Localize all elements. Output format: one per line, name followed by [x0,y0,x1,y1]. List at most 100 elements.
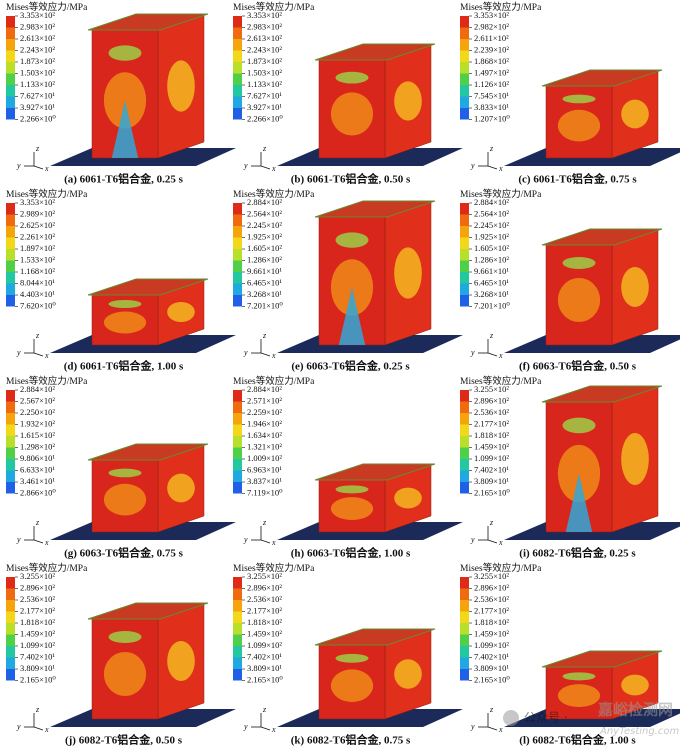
axis-label: z [35,518,40,527]
legend-label: 2.896×10² [20,582,55,592]
axis-label: z [35,705,40,714]
legend-label: 1.605×10² [474,243,509,253]
legend-label: 3.353×10² [474,10,509,20]
top-face [314,628,436,646]
legend-band [6,646,15,658]
legend-band [6,611,15,623]
caption: (b) 6061-T6铝合金, 0.50 s [291,172,411,186]
legend-band [233,436,242,448]
legend-band [233,16,242,28]
legend-title: Mises等效应力/MPa [460,375,542,387]
legend-label: 1.168×10² [20,266,55,276]
stress-patch [394,659,422,689]
legend-band [233,108,242,120]
stress-patch [103,311,147,334]
stress-patch [167,60,195,112]
stress-patch [557,278,601,322]
legend-label: 2.250×10² [20,407,55,417]
stress-patch [557,684,601,708]
legend-band [233,390,242,402]
legend-band [460,214,469,226]
axis-label: z [262,331,267,340]
legend-band [6,108,15,120]
legend-label: 2.982×10² [474,21,509,31]
stress-patch [335,232,369,248]
stress-patch [338,287,366,345]
legend-label: 1.503×10² [20,67,55,77]
legend-label: 2.613×10² [247,33,282,43]
legend-label: 2.564×10² [247,208,282,218]
legend-band [460,634,469,646]
axis-line [260,352,271,357]
legend-band [6,470,15,482]
legend-band [460,27,469,39]
legend-band [233,611,242,623]
axis-label: y [16,722,21,731]
legend-band [6,260,15,272]
caption: (e) 6063-T6铝合金, 0.25 s [291,359,410,373]
legend-label: 2.983×10² [20,21,55,31]
axis-label: x [498,538,503,547]
stress-patch [167,641,195,681]
axis-label: x [271,164,276,173]
axis-label: x [271,725,276,734]
wechat-icon [503,710,519,726]
axis-label: x [498,725,503,734]
legend-label: 1.459×10² [20,628,55,638]
legend-band [233,203,242,215]
legend-band [6,413,15,425]
legend-title: Mises等效应力/MPa [233,1,315,13]
legend-label: 7.402×10¹ [247,651,282,661]
legend-band [233,214,242,226]
legend-band [460,669,469,681]
legend-band [233,600,242,612]
stress-patch [335,71,369,84]
axis-label: y [16,535,21,544]
legend-band [460,249,469,261]
legend-band [460,436,469,448]
legend-label: 2.989×10² [20,208,55,218]
axis-label: y [16,348,21,357]
stress-patch [108,631,142,643]
legend-band [6,237,15,249]
legend-band [6,669,15,681]
legend-title: Mises等效应力/MPa [233,188,315,200]
legend-band [6,85,15,97]
caption: (f) 6063-T6铝合金, 0.50 s [519,359,637,373]
stress-patch [103,483,147,516]
axis-label: y [243,722,248,731]
caption: (h) 6063-T6铝合金, 1.00 s [291,546,411,560]
axis-label: z [489,331,494,340]
caption: (g) 6063-T6铝合金, 0.75 s [64,546,184,560]
top-face [314,43,436,61]
legend-label: 1.099×10² [247,640,282,650]
stress-patch [330,669,374,702]
legend-band [460,260,469,272]
caption: (a) 6061-T6铝合金, 0.25 s [64,172,184,186]
caption: (i) 6082-T6铝合金, 0.25 s [519,546,636,560]
legend-label: 1.818×10² [20,617,55,627]
legend-label: 9.661×10¹ [474,266,509,276]
legend-label: 1.459×10² [247,628,282,638]
legend-label: 1.615×10² [20,430,55,440]
legend-band [233,401,242,413]
legend-band [233,482,242,494]
legend-label: 2.245×10² [247,220,282,230]
legend-band [460,226,469,238]
stress-patch [562,257,596,269]
legend-label: 2.165×10⁰ [474,487,510,497]
legend-label: 7.620×10⁰ [20,300,56,310]
top-face [314,200,436,218]
legend-label: 9.806×10¹ [20,453,55,463]
axis-label: z [262,144,267,153]
top-face [541,69,663,87]
legend-band [233,424,242,436]
axis-label: x [44,351,49,360]
caption: (l) 6082-T6铝合金, 1.00 s [519,733,636,747]
legend-band [460,85,469,97]
legend-label: 9.661×10¹ [247,266,282,276]
stress-patch [562,94,596,104]
